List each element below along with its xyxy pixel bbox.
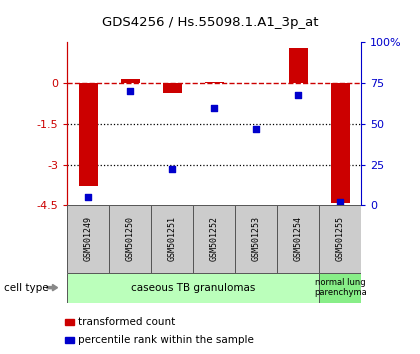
Point: [337, 199, 344, 205]
Bar: [235, 205, 277, 273]
Text: normal lung
parenchyma: normal lung parenchyma: [314, 278, 367, 297]
Bar: [79, 83, 98, 186]
Bar: [319, 205, 361, 273]
Text: GDS4256 / Hs.55098.1.A1_3p_at: GDS4256 / Hs.55098.1.A1_3p_at: [102, 16, 318, 29]
Bar: [277, 205, 319, 273]
Bar: [319, 273, 361, 303]
Point: [169, 167, 176, 172]
Text: transformed count: transformed count: [78, 317, 175, 327]
Bar: [67, 273, 319, 303]
Text: GSM501254: GSM501254: [294, 216, 303, 262]
Bar: [163, 83, 182, 93]
Bar: [109, 205, 151, 273]
Text: caseous TB granulomas: caseous TB granulomas: [131, 282, 255, 293]
Text: GSM501250: GSM501250: [126, 216, 135, 262]
Text: GSM501255: GSM501255: [336, 216, 345, 262]
Text: GSM501249: GSM501249: [84, 216, 93, 262]
Point: [253, 126, 260, 132]
Point: [295, 92, 302, 97]
Bar: [247, 82, 265, 83]
Text: GSM501253: GSM501253: [252, 216, 261, 262]
Text: percentile rank within the sample: percentile rank within the sample: [78, 335, 254, 345]
Text: GSM501251: GSM501251: [168, 216, 177, 262]
Point: [127, 88, 134, 94]
Bar: [205, 82, 224, 83]
Bar: [331, 83, 349, 202]
Point: [211, 105, 218, 110]
Text: GSM501252: GSM501252: [210, 216, 219, 262]
Point: [85, 194, 92, 200]
Bar: [151, 205, 193, 273]
Bar: [193, 205, 235, 273]
Bar: [67, 205, 109, 273]
Text: cell type: cell type: [4, 282, 49, 293]
Bar: [121, 79, 140, 83]
Bar: [289, 48, 307, 83]
